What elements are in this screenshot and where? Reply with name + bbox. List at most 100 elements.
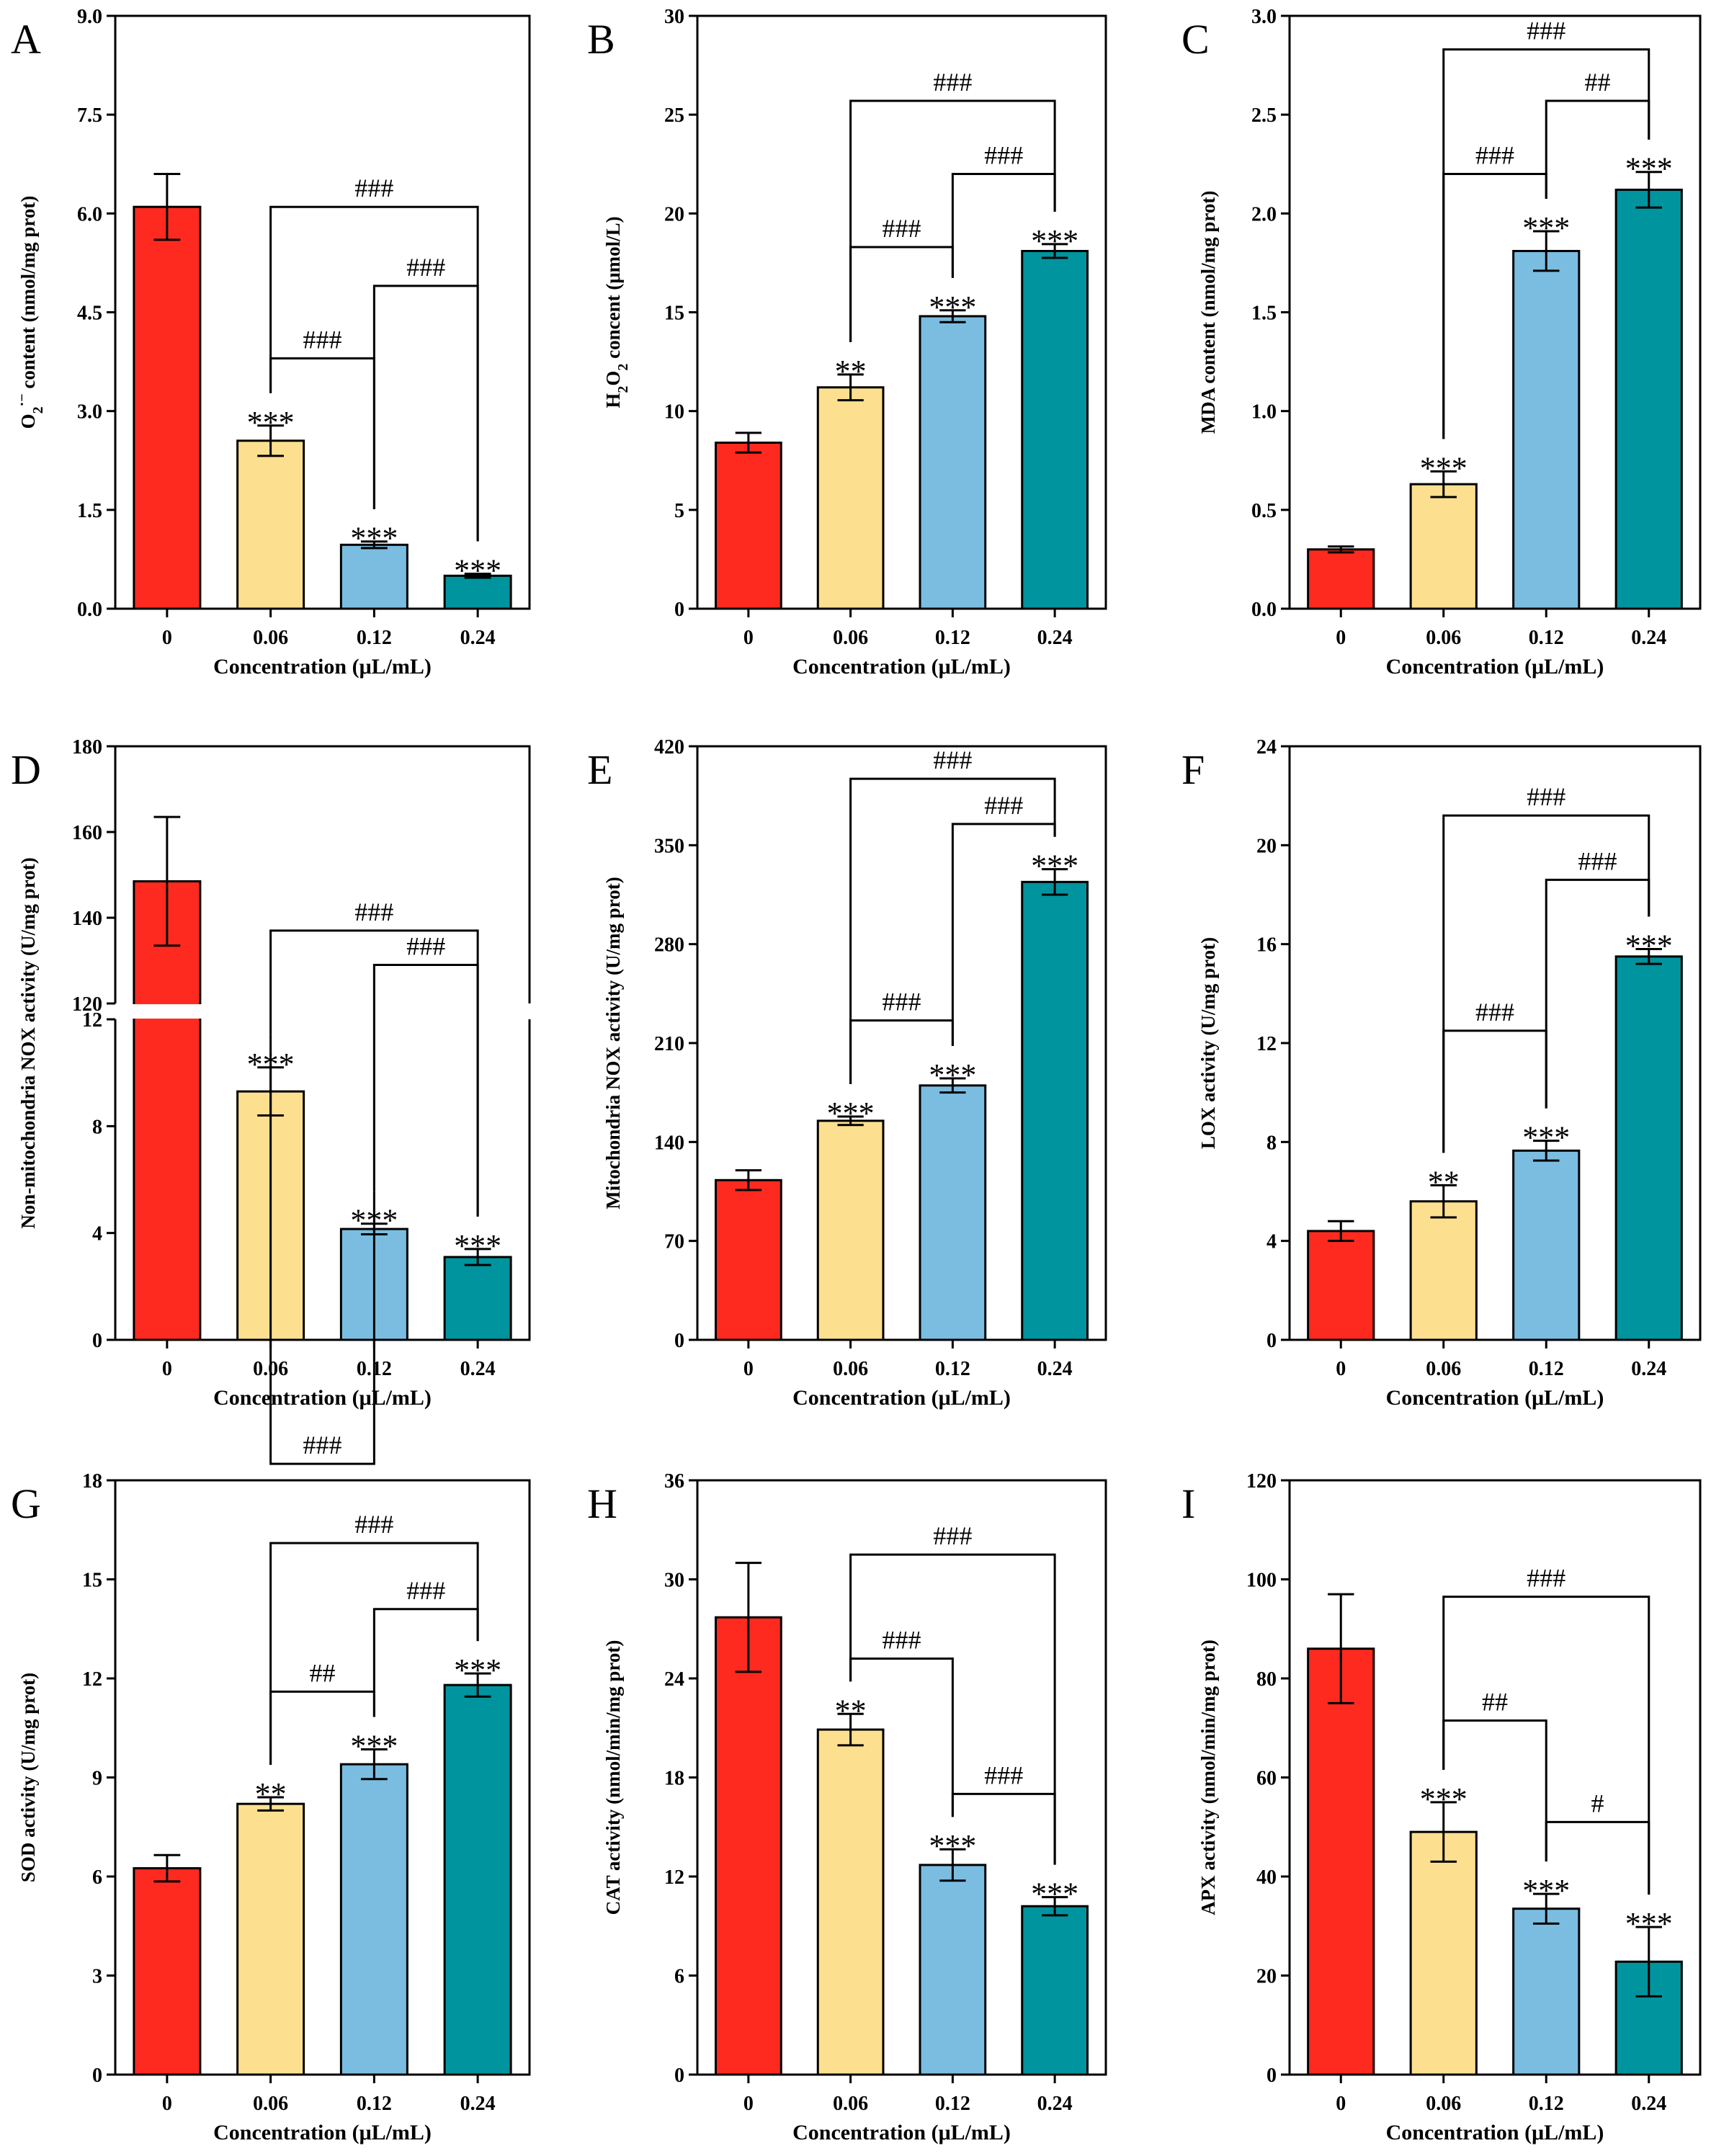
x-axis-title: Concentration (μL/mL) bbox=[792, 655, 1011, 679]
comparison-bracket bbox=[269, 205, 479, 542]
panel-letter: D bbox=[11, 746, 41, 793]
y-tick-label: 8 bbox=[1267, 1132, 1277, 1154]
significance-stars: *** bbox=[1031, 1877, 1078, 1912]
x-axis-title: Concentration (μL/mL) bbox=[1386, 2121, 1604, 2144]
significance-stars: *** bbox=[350, 521, 398, 556]
y-tick-label: 5 bbox=[674, 500, 684, 522]
x-tick-label: 0.06 bbox=[833, 627, 868, 649]
bar bbox=[1021, 880, 1089, 1341]
bracket-label: ### bbox=[984, 791, 1023, 820]
x-tick-label: 0.24 bbox=[1631, 627, 1666, 649]
x-tick-label: 0.06 bbox=[253, 1358, 288, 1380]
y-axis-title: Non-mitochondria NOX activity (U/mg prot… bbox=[17, 857, 39, 1228]
bar bbox=[1512, 249, 1581, 610]
bar bbox=[1021, 1905, 1089, 2076]
y-tick-label: 1.5 bbox=[77, 500, 102, 522]
significance-stars: *** bbox=[1625, 1906, 1673, 1941]
significance-stars: ** bbox=[835, 354, 867, 389]
bar bbox=[1307, 1230, 1375, 1341]
x-tick-label: 0 bbox=[162, 1358, 172, 1380]
bar bbox=[1409, 1200, 1478, 1341]
y-axis-title: SOD activity (U/mg prot) bbox=[17, 1673, 39, 1882]
bar bbox=[1021, 249, 1089, 610]
y-tick-label: 36 bbox=[664, 1470, 684, 1493]
bar bbox=[816, 386, 885, 610]
bar bbox=[919, 1864, 987, 2076]
y-tick-label: 7.5 bbox=[77, 104, 102, 127]
bar bbox=[133, 880, 202, 1341]
y-axis-title: MDA content (nmol/mg prot) bbox=[1197, 191, 1219, 434]
significance-stars: *** bbox=[929, 290, 976, 325]
panel-letter: A bbox=[11, 16, 41, 63]
bar bbox=[715, 1178, 782, 1341]
x-axis-title: Concentration (μL/mL) bbox=[1386, 655, 1604, 679]
x-tick-label: 0.24 bbox=[1037, 1358, 1073, 1380]
x-axis-title: Concentration (μL/mL) bbox=[213, 1386, 432, 1410]
x-tick-label: 0 bbox=[162, 2093, 172, 2115]
significance-stars: ** bbox=[255, 1776, 287, 1812]
y-tick-label: 15 bbox=[82, 1570, 102, 1592]
y-tick-label: 100 bbox=[1246, 1570, 1277, 1592]
bracket-label: ### bbox=[354, 898, 393, 926]
bar bbox=[443, 1256, 512, 1341]
y-tick-label: 120 bbox=[1246, 1470, 1277, 1493]
x-tick-label: 0.24 bbox=[460, 2093, 496, 2115]
bar bbox=[236, 439, 305, 610]
x-tick-label: 0 bbox=[162, 627, 172, 649]
bar bbox=[1409, 483, 1478, 610]
x-tick-label: 0.24 bbox=[460, 1358, 496, 1380]
y-tick-label: 160 bbox=[72, 822, 102, 844]
comparison-bracket bbox=[1442, 1596, 1650, 1895]
y-tick-label: 2.0 bbox=[1251, 203, 1277, 225]
y-tick-label: 10 bbox=[664, 401, 684, 424]
significance-stars: *** bbox=[1625, 929, 1673, 964]
x-tick-label: 0.12 bbox=[935, 627, 970, 649]
bar bbox=[133, 205, 202, 610]
bar bbox=[1614, 955, 1683, 1341]
panel-letter: C bbox=[1181, 16, 1210, 63]
y-tick-label: 25 bbox=[664, 104, 684, 127]
x-axis-title: Concentration (μL/mL) bbox=[792, 1386, 1011, 1410]
y-tick-label: 80 bbox=[1256, 1668, 1277, 1691]
bar bbox=[919, 1084, 987, 1341]
x-axis-title: Concentration (μL/mL) bbox=[213, 655, 432, 679]
x-axis-title: Concentration (μL/mL) bbox=[792, 2121, 1011, 2144]
y-tick-label: 0.5 bbox=[1251, 500, 1277, 522]
significance-stars: *** bbox=[1522, 210, 1570, 246]
panel-letter: I bbox=[1181, 1480, 1195, 1527]
y-tick-label: 12 bbox=[1256, 1033, 1277, 1055]
x-tick-label: 0 bbox=[743, 627, 754, 649]
bracket-label: ### bbox=[933, 68, 972, 97]
x-tick-label: 0.12 bbox=[935, 2093, 970, 2115]
comparison-bracket bbox=[849, 99, 1056, 342]
x-tick-label: 0.24 bbox=[460, 627, 496, 649]
x-tick-label: 0.06 bbox=[1426, 627, 1461, 649]
comparison-bracket bbox=[1442, 814, 1650, 1153]
y-tick-label: 15 bbox=[664, 303, 684, 325]
comparison-bracket bbox=[269, 1034, 375, 1465]
y-tick-label: 60 bbox=[1256, 1768, 1277, 1790]
y-tick-label: 12 bbox=[664, 1866, 684, 1889]
x-tick-label: 0.06 bbox=[1426, 2093, 1461, 2115]
bar bbox=[1307, 548, 1375, 610]
x-tick-label: 0 bbox=[743, 1358, 754, 1380]
y-tick-label: 0 bbox=[674, 1330, 684, 1352]
bracket-label: ### bbox=[406, 931, 445, 960]
bracket-label: ## bbox=[310, 1658, 336, 1687]
y-tick-label: 120 bbox=[72, 993, 102, 1016]
y-axis-title: CAT activity (nmol/min/mg prot) bbox=[602, 1640, 624, 1915]
y-tick-label: 6.0 bbox=[77, 203, 102, 225]
bracket-label: ### bbox=[354, 174, 393, 202]
bar bbox=[1307, 1647, 1375, 2076]
y-axis-title: O2·− content (nmol/mg prot) bbox=[14, 196, 46, 429]
y-axis-title: H2O2 concent (μmol/L) bbox=[602, 216, 631, 408]
bracket-label: ### bbox=[984, 140, 1023, 169]
y-tick-label: 0 bbox=[1267, 1330, 1277, 1352]
x-tick-label: 0.12 bbox=[935, 1358, 970, 1380]
y-tick-label: 70 bbox=[664, 1231, 684, 1253]
bracket-label: ### bbox=[406, 1576, 445, 1605]
significance-stars: *** bbox=[929, 1828, 976, 1864]
x-tick-label: 0.24 bbox=[1631, 1358, 1666, 1380]
significance-stars: *** bbox=[1420, 1781, 1467, 1817]
